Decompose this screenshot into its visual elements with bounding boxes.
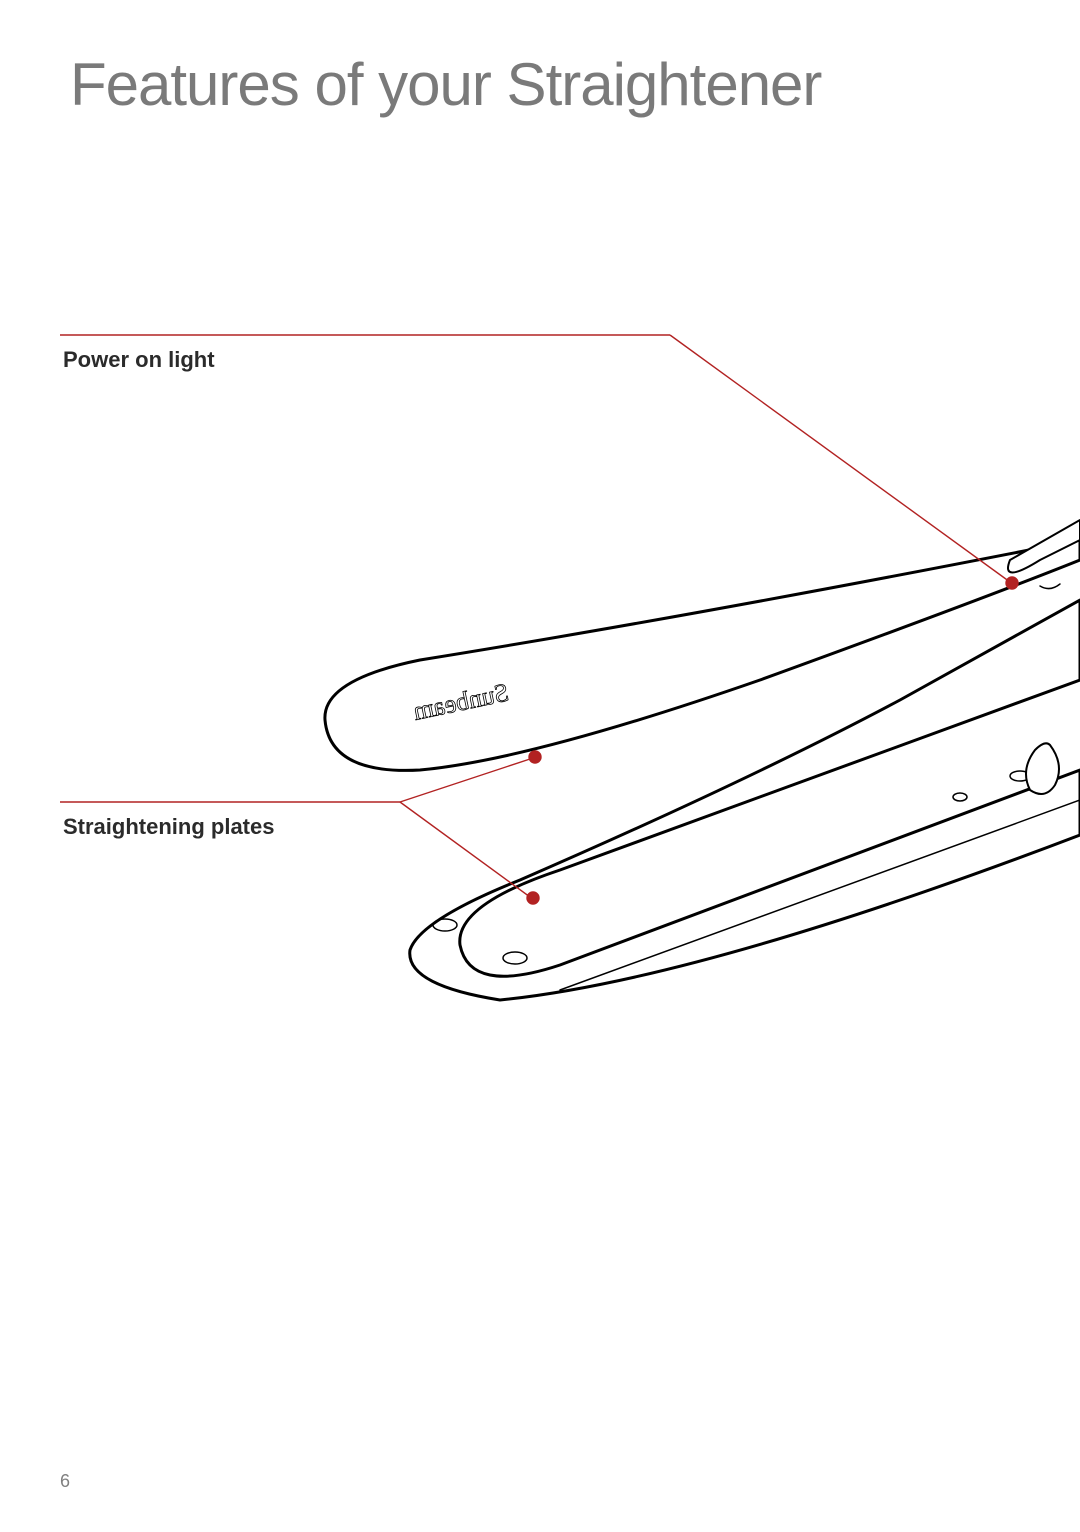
page-number: 6 [60,1471,70,1492]
product-illustration: Sunbeam [0,0,1080,1532]
callout-label-straightening-plates: Straightening plates [63,814,274,840]
svg-text:Sunbeam: Sunbeam [411,678,512,726]
callout-label-power-on-light: Power on light [63,347,215,373]
callout-lines [0,0,1080,1532]
page-title: Features of your Straightener [70,50,821,119]
